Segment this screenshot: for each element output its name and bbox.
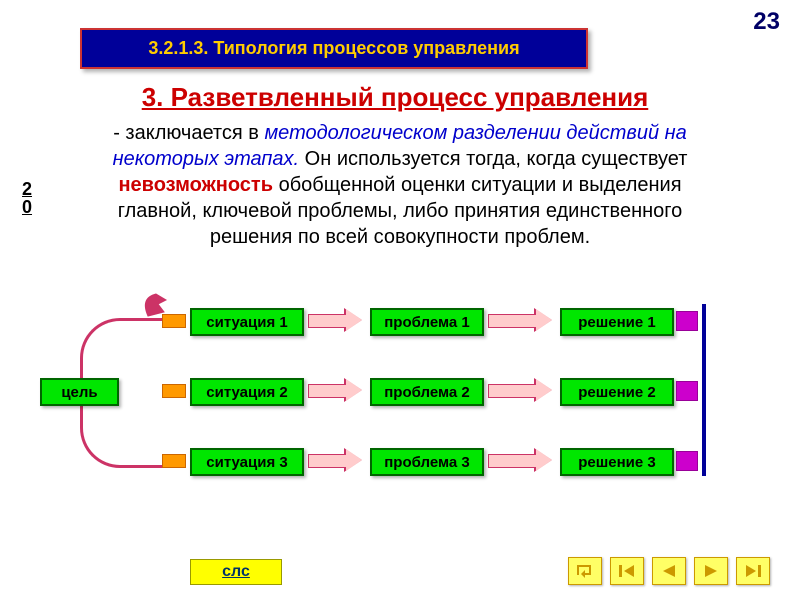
nav-last-button[interactable]: [736, 557, 770, 585]
side-label-1: 2: [22, 180, 32, 198]
nav-return-button[interactable]: [568, 557, 602, 585]
goal-node: цель: [40, 378, 119, 406]
nav-buttons: [568, 557, 770, 585]
main-title: 3. Разветвленный процесс управления: [75, 82, 715, 113]
orange-marker: [162, 314, 186, 328]
side-label: 2 0: [22, 180, 32, 216]
nav-next-button[interactable]: [694, 557, 728, 585]
purple-end: [676, 451, 698, 471]
nav-prev-button[interactable]: [652, 557, 686, 585]
body-lead: - заключается в: [113, 122, 264, 144]
situation-node: ситуация 3: [190, 448, 304, 476]
problem-node: проблема 1: [370, 308, 484, 336]
body-mid: Он используется тогда, когда существует: [299, 148, 687, 170]
orange-marker: [162, 384, 186, 398]
merge-line: [702, 304, 706, 476]
problem-node: проблема 2: [370, 378, 484, 406]
purple-end: [676, 381, 698, 401]
problem-node: проблема 3: [370, 448, 484, 476]
last-icon: [744, 564, 762, 578]
body-red: невозможность: [118, 174, 273, 196]
arrow-icon: [488, 311, 554, 329]
arrow-icon: [488, 451, 554, 469]
next-icon: [703, 564, 719, 578]
situation-node: ситуация 1: [190, 308, 304, 336]
return-icon: [575, 563, 595, 579]
section-header: 3.2.1.3. Типология процессов управления: [80, 28, 588, 69]
arrow-icon: [308, 381, 364, 399]
purple-end: [676, 311, 698, 331]
solution-node: решение 3: [560, 448, 674, 476]
flow-diagram: цель ситуация 1 проблема 1 решение 1 сит…: [40, 300, 770, 530]
arrow-icon: [308, 451, 364, 469]
prev-icon: [661, 564, 677, 578]
arrow-icon: [308, 311, 364, 329]
situation-node: ситуация 2: [190, 378, 304, 406]
page-number: 23: [753, 8, 780, 36]
body-text: - заключается в методологическом разделе…: [90, 120, 710, 250]
solution-node: решение 2: [560, 378, 674, 406]
sls-button[interactable]: слс: [190, 559, 282, 585]
solution-node: решение 1: [560, 308, 674, 336]
side-label-2: 0: [22, 198, 32, 216]
arrow-icon: [488, 381, 554, 399]
nav-first-button[interactable]: [610, 557, 644, 585]
first-icon: [618, 564, 636, 578]
orange-marker: [162, 454, 186, 468]
